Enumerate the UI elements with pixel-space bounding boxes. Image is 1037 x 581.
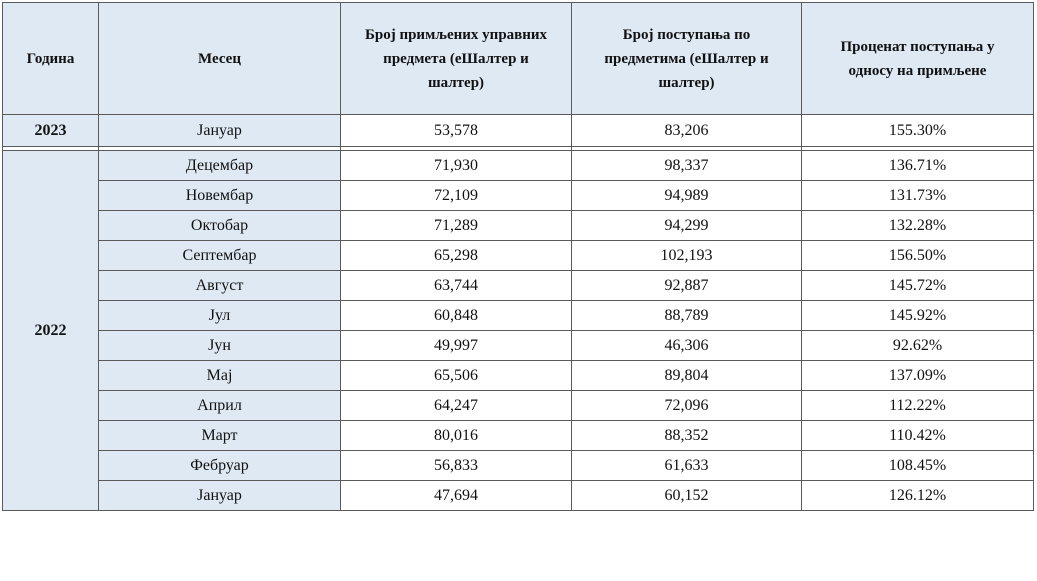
table-row: 2023 Јануар 53,578 83,206 155.30% (2, 114, 1034, 147)
actions-cell: 88,352 (571, 420, 802, 451)
received-cell: 56,833 (340, 450, 572, 481)
percent-cell: 108.45% (801, 450, 1034, 481)
percent-cell: 155.30% (801, 114, 1034, 147)
header-received-label: Број примљених управних предмета (еШалте… (364, 26, 548, 91)
header-actions-label: Број поступања по предметима (еШалтер и … (604, 26, 769, 91)
percent-cell: 112.22% (801, 390, 1034, 421)
header-percent: Проценат поступања у односу на примљене (801, 2, 1034, 115)
statistics-table: Година Месец Број примљених управних пре… (2, 2, 1034, 511)
actions-cell: 98,337 (571, 150, 802, 181)
actions-cell: 94,989 (571, 180, 802, 211)
header-percent-label: Проценат поступања у односу на примљене (840, 38, 995, 79)
table-row: Септембар 65,298 102,193 156.50% (3, 240, 1034, 271)
year-cell-2022: 2022 (2, 150, 99, 511)
actions-cell: 88,789 (571, 300, 802, 331)
actions-cell: 60,152 (571, 480, 802, 511)
received-cell: 49,997 (340, 330, 572, 361)
percent-cell: 132.28% (801, 210, 1034, 241)
actions-cell: 61,633 (571, 450, 802, 481)
table-row: Август 63,744 92,887 145.72% (3, 270, 1034, 301)
received-cell: 72,109 (340, 180, 572, 211)
actions-cell: 94,299 (571, 210, 802, 241)
month-cell: Фебруар (98, 450, 341, 481)
month-cell: Јануар (98, 480, 341, 511)
received-cell: 47,694 (340, 480, 572, 511)
actions-cell: 83,206 (571, 114, 802, 147)
percent-cell: 110.42% (801, 420, 1034, 451)
table-row: Јул 60,848 88,789 145.92% (3, 300, 1034, 331)
month-cell: Октобар (98, 210, 341, 241)
actions-cell: 102,193 (571, 240, 802, 271)
header-actions: Број поступања по предметима (еШалтер и … (571, 2, 802, 115)
table-row: 2022 Децембар 71,930 98,337 136.71% (2, 150, 1034, 511)
received-cell: 65,506 (340, 360, 572, 391)
month-cell: Јун (98, 330, 341, 361)
received-cell: 64,247 (340, 390, 572, 421)
table-row: Март 80,016 88,352 110.42% (3, 420, 1034, 451)
table-row: Фебруар 56,833 61,633 108.45% (3, 450, 1034, 481)
statistics-table-container: Година Месец Број примљених управних пре… (2, 2, 1034, 511)
header-received: Број примљених управних предмета (еШалте… (340, 2, 572, 115)
percent-cell: 156.50% (801, 240, 1034, 271)
header-month: Месец (98, 2, 341, 115)
month-cell: Децембар (98, 150, 341, 181)
month-cell: Март (98, 420, 341, 451)
actions-cell: 46,306 (571, 330, 802, 361)
header-row: Година Месец Број примљених управних пре… (2, 2, 1034, 115)
received-cell: 71,930 (340, 150, 572, 181)
percent-cell: 92.62% (801, 330, 1034, 361)
actions-cell: 72,096 (571, 390, 802, 421)
received-cell: 71,289 (340, 210, 572, 241)
year-cell-2023: 2023 (2, 114, 99, 147)
month-cell: Август (98, 270, 341, 301)
table-row: Јануар 47,694 60,152 126.12% (3, 480, 1034, 511)
month-cell: Април (98, 390, 341, 421)
table-row: Јун 49,997 46,306 92.62% (3, 330, 1034, 361)
received-cell: 63,744 (340, 270, 572, 301)
month-cell: Јул (98, 300, 341, 331)
table-row: Април 64,247 72,096 112.22% (3, 390, 1034, 421)
header-year: Година (2, 2, 99, 115)
table-row: Октобар 71,289 94,299 132.28% (3, 210, 1034, 241)
table-row: Мај 65,506 89,804 137.09% (3, 360, 1034, 391)
percent-cell: 145.92% (801, 300, 1034, 331)
percent-cell: 145.72% (801, 270, 1034, 301)
month-cell: Септембар (98, 240, 341, 271)
percent-cell: 126.12% (801, 480, 1034, 511)
percent-cell: 137.09% (801, 360, 1034, 391)
month-cell: Мај (98, 360, 341, 391)
table-row: Новембар 72,109 94,989 131.73% (3, 180, 1034, 211)
month-cell: Новембар (98, 180, 341, 211)
actions-cell: 92,887 (571, 270, 802, 301)
percent-cell: 136.71% (801, 150, 1034, 181)
month-cell: Јануар (98, 114, 341, 147)
received-cell: 65,298 (340, 240, 572, 271)
received-cell: 80,016 (340, 420, 572, 451)
received-cell: 60,848 (340, 300, 572, 331)
percent-cell: 131.73% (801, 180, 1034, 211)
received-cell: 53,578 (340, 114, 572, 147)
actions-cell: 89,804 (571, 360, 802, 391)
